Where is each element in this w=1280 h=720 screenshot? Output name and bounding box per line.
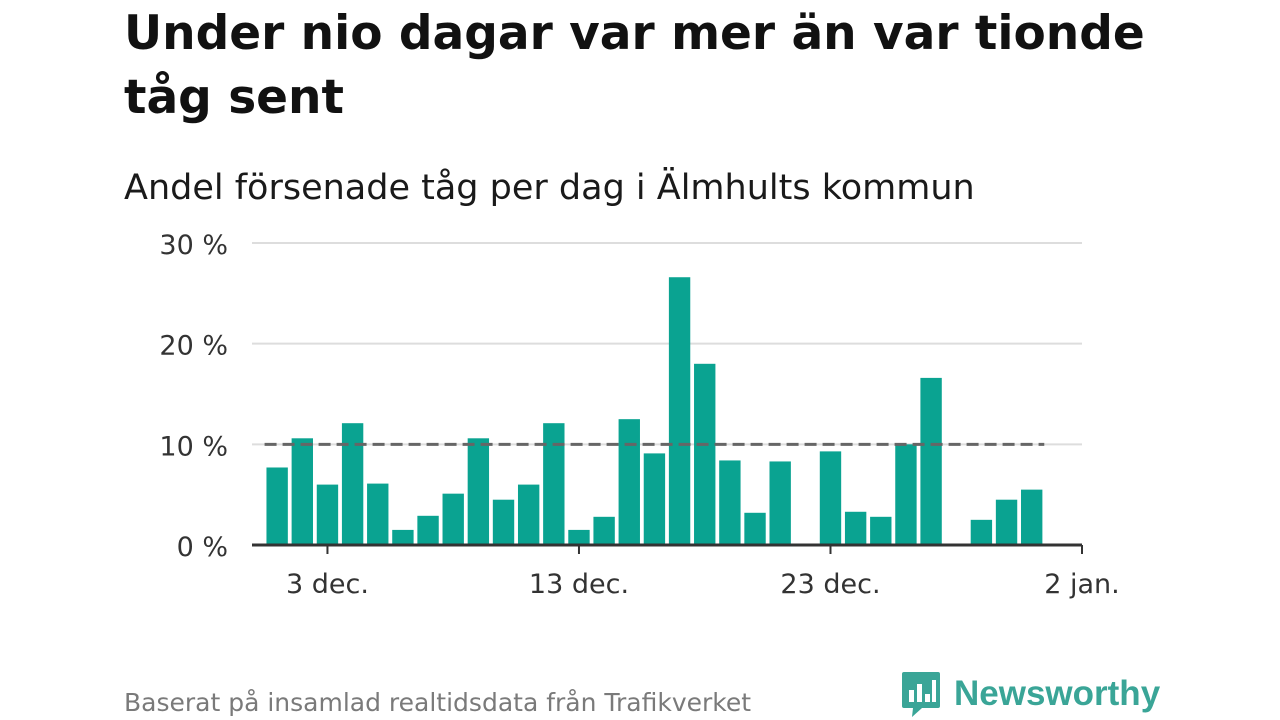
- bar: [367, 483, 389, 545]
- bar: [341, 423, 364, 545]
- bar: [694, 363, 716, 545]
- bar: [417, 515, 439, 545]
- x-tick-label: 13 dec.: [529, 569, 629, 600]
- x-tick-label: 23 dec.: [780, 569, 880, 600]
- bar: [442, 493, 464, 545]
- x-tick-label: 3 dec.: [286, 569, 369, 600]
- bar: [316, 484, 339, 545]
- bar: [1021, 489, 1043, 545]
- newsworthy-logo-icon: [902, 672, 940, 717]
- source-note: Baserat på insamlad realtidsdata från Tr…: [124, 688, 752, 717]
- bar: [543, 423, 565, 545]
- bar: [970, 519, 993, 545]
- y-tick-label: 30 %: [159, 230, 228, 261]
- bar: [392, 529, 414, 545]
- bar: [517, 484, 540, 545]
- chart-subtitle: Andel försenade tåg per dag i Älmhults k…: [124, 168, 975, 208]
- bar: [593, 516, 615, 545]
- bar: [744, 512, 766, 545]
- chart-title: Under nio dagar var mer än var tionde tå…: [124, 6, 1145, 125]
- brand-logo: Newsworthy: [900, 670, 1160, 718]
- bar: [769, 461, 791, 545]
- bar: [920, 377, 942, 545]
- bar: [643, 453, 666, 545]
- bar: [844, 511, 867, 545]
- x-tick-label: 2 jan.: [1044, 569, 1120, 600]
- bar: [467, 438, 490, 545]
- brand-name: Newsworthy: [954, 674, 1161, 713]
- bar: [568, 529, 590, 545]
- y-tick-label: 0 %: [177, 532, 228, 563]
- bar: [668, 277, 691, 545]
- bar: [895, 444, 917, 545]
- bar: [266, 467, 288, 545]
- bar: [819, 451, 842, 545]
- bar: [492, 499, 515, 545]
- y-tick-label: 20 %: [159, 331, 228, 362]
- bar: [618, 419, 640, 545]
- y-tick-label: 10 %: [159, 431, 228, 462]
- bar: [995, 499, 1018, 545]
- bar: [870, 516, 892, 545]
- bar: [719, 460, 741, 545]
- bar: [291, 438, 313, 545]
